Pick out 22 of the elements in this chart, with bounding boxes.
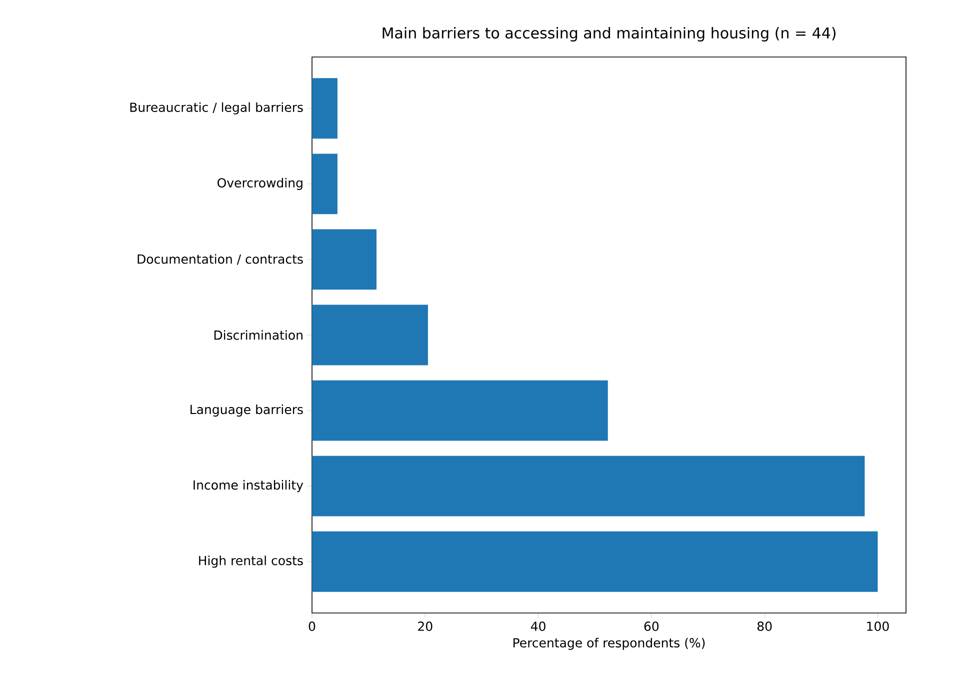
x-tick-label: 60 — [644, 622, 659, 631]
x-tick-label: 0 — [308, 622, 316, 631]
bar — [312, 229, 376, 290]
y-tick-label: Overcrowding — [218, 178, 302, 190]
x-tick-label: 80 — [757, 622, 772, 631]
bar — [312, 78, 338, 139]
y-tick-label: Bureaucratic / legal barriers — [130, 102, 303, 114]
x-tick-label: 20 — [418, 622, 432, 631]
x-axis-title: Percentage of respondents (%) — [514, 638, 705, 650]
x-tick-label: 100 — [867, 622, 889, 631]
y-tick-label: Income instability — [194, 480, 304, 492]
bar — [312, 304, 428, 366]
bar — [312, 380, 608, 441]
x-tick-label: 40 — [530, 622, 546, 631]
bar — [312, 456, 865, 516]
y-tick-label: Discrimination — [214, 330, 302, 340]
y-tick-label: High rental costs — [199, 556, 303, 568]
chart-title: Main barriers to accessing and maintaining housing (n = 44) — [382, 26, 836, 42]
bar — [312, 531, 878, 592]
y-tick-label: Language barriers — [190, 404, 303, 417]
bar — [312, 154, 338, 214]
y-tick-label: Documentation / contracts — [138, 254, 303, 265]
